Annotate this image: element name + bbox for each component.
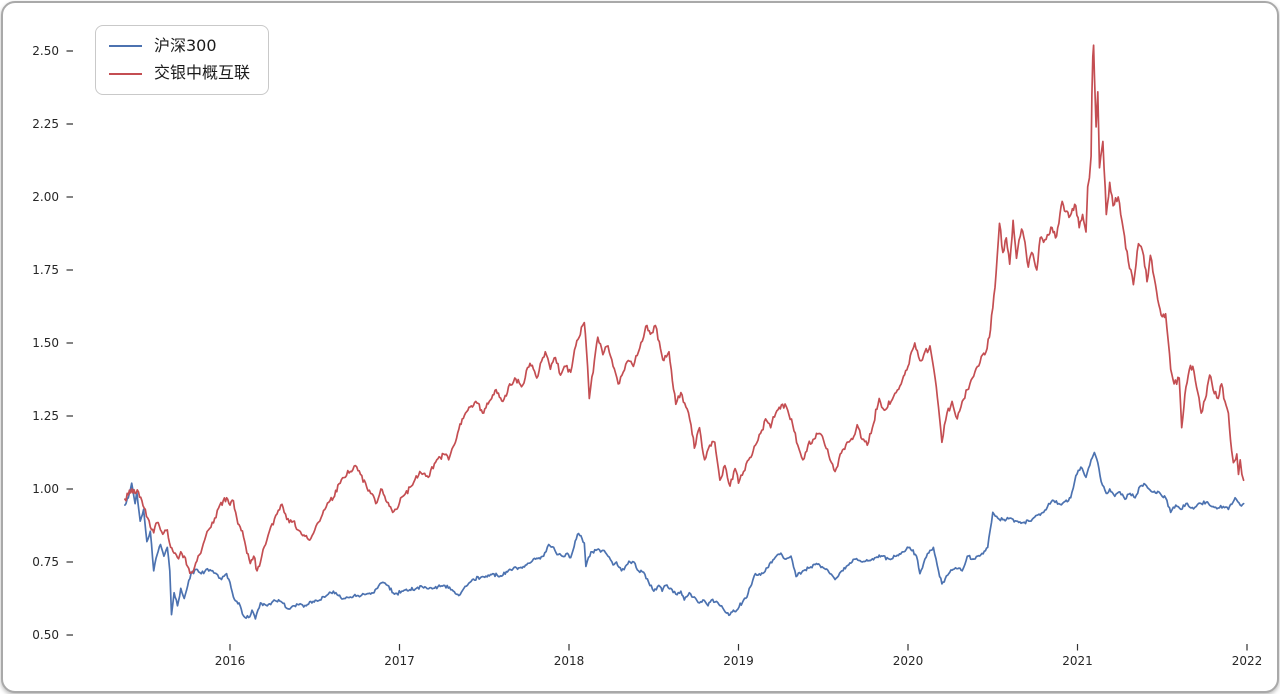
svg-text:2020: 2020	[893, 654, 924, 668]
svg-text:2.25: 2.25	[32, 117, 59, 131]
svg-text:1.00: 1.00	[32, 482, 59, 496]
svg-text:2016: 2016	[215, 654, 246, 668]
svg-text:2022: 2022	[1232, 654, 1263, 668]
svg-text:1.50: 1.50	[32, 336, 59, 350]
legend-item-hs300: 沪深300	[109, 36, 250, 55]
legend-label: 沪深300	[154, 36, 217, 55]
fund-line-swatch	[109, 72, 142, 75]
svg-text:0.50: 0.50	[32, 628, 59, 642]
legend-label: 交银中概互联	[154, 63, 251, 83]
svg-text:2.00: 2.00	[32, 190, 59, 204]
hs300-line-swatch	[109, 45, 142, 48]
series-line-0	[124, 451, 1245, 620]
svg-text:2019: 2019	[723, 654, 754, 668]
svg-text:1.75: 1.75	[32, 263, 59, 277]
legend-item-fund: 交银中概互联	[109, 63, 251, 83]
svg-text:2.50: 2.50	[32, 44, 59, 58]
series-line-1	[124, 44, 1245, 575]
svg-text:1.25: 1.25	[32, 409, 59, 423]
svg-text:2021: 2021	[1062, 654, 1093, 668]
line-chart: 0.50 0.75 1.00 1.25 1.50 1.75 2.00 2.25 2.50 2016…	[32, 44, 1263, 668]
svg-text:2018: 2018	[554, 654, 585, 668]
svg-text:2017: 2017	[384, 654, 415, 668]
svg-text:0.75: 0.75	[32, 555, 59, 569]
legend: 沪深300 交银中概互联	[95, 25, 270, 95]
